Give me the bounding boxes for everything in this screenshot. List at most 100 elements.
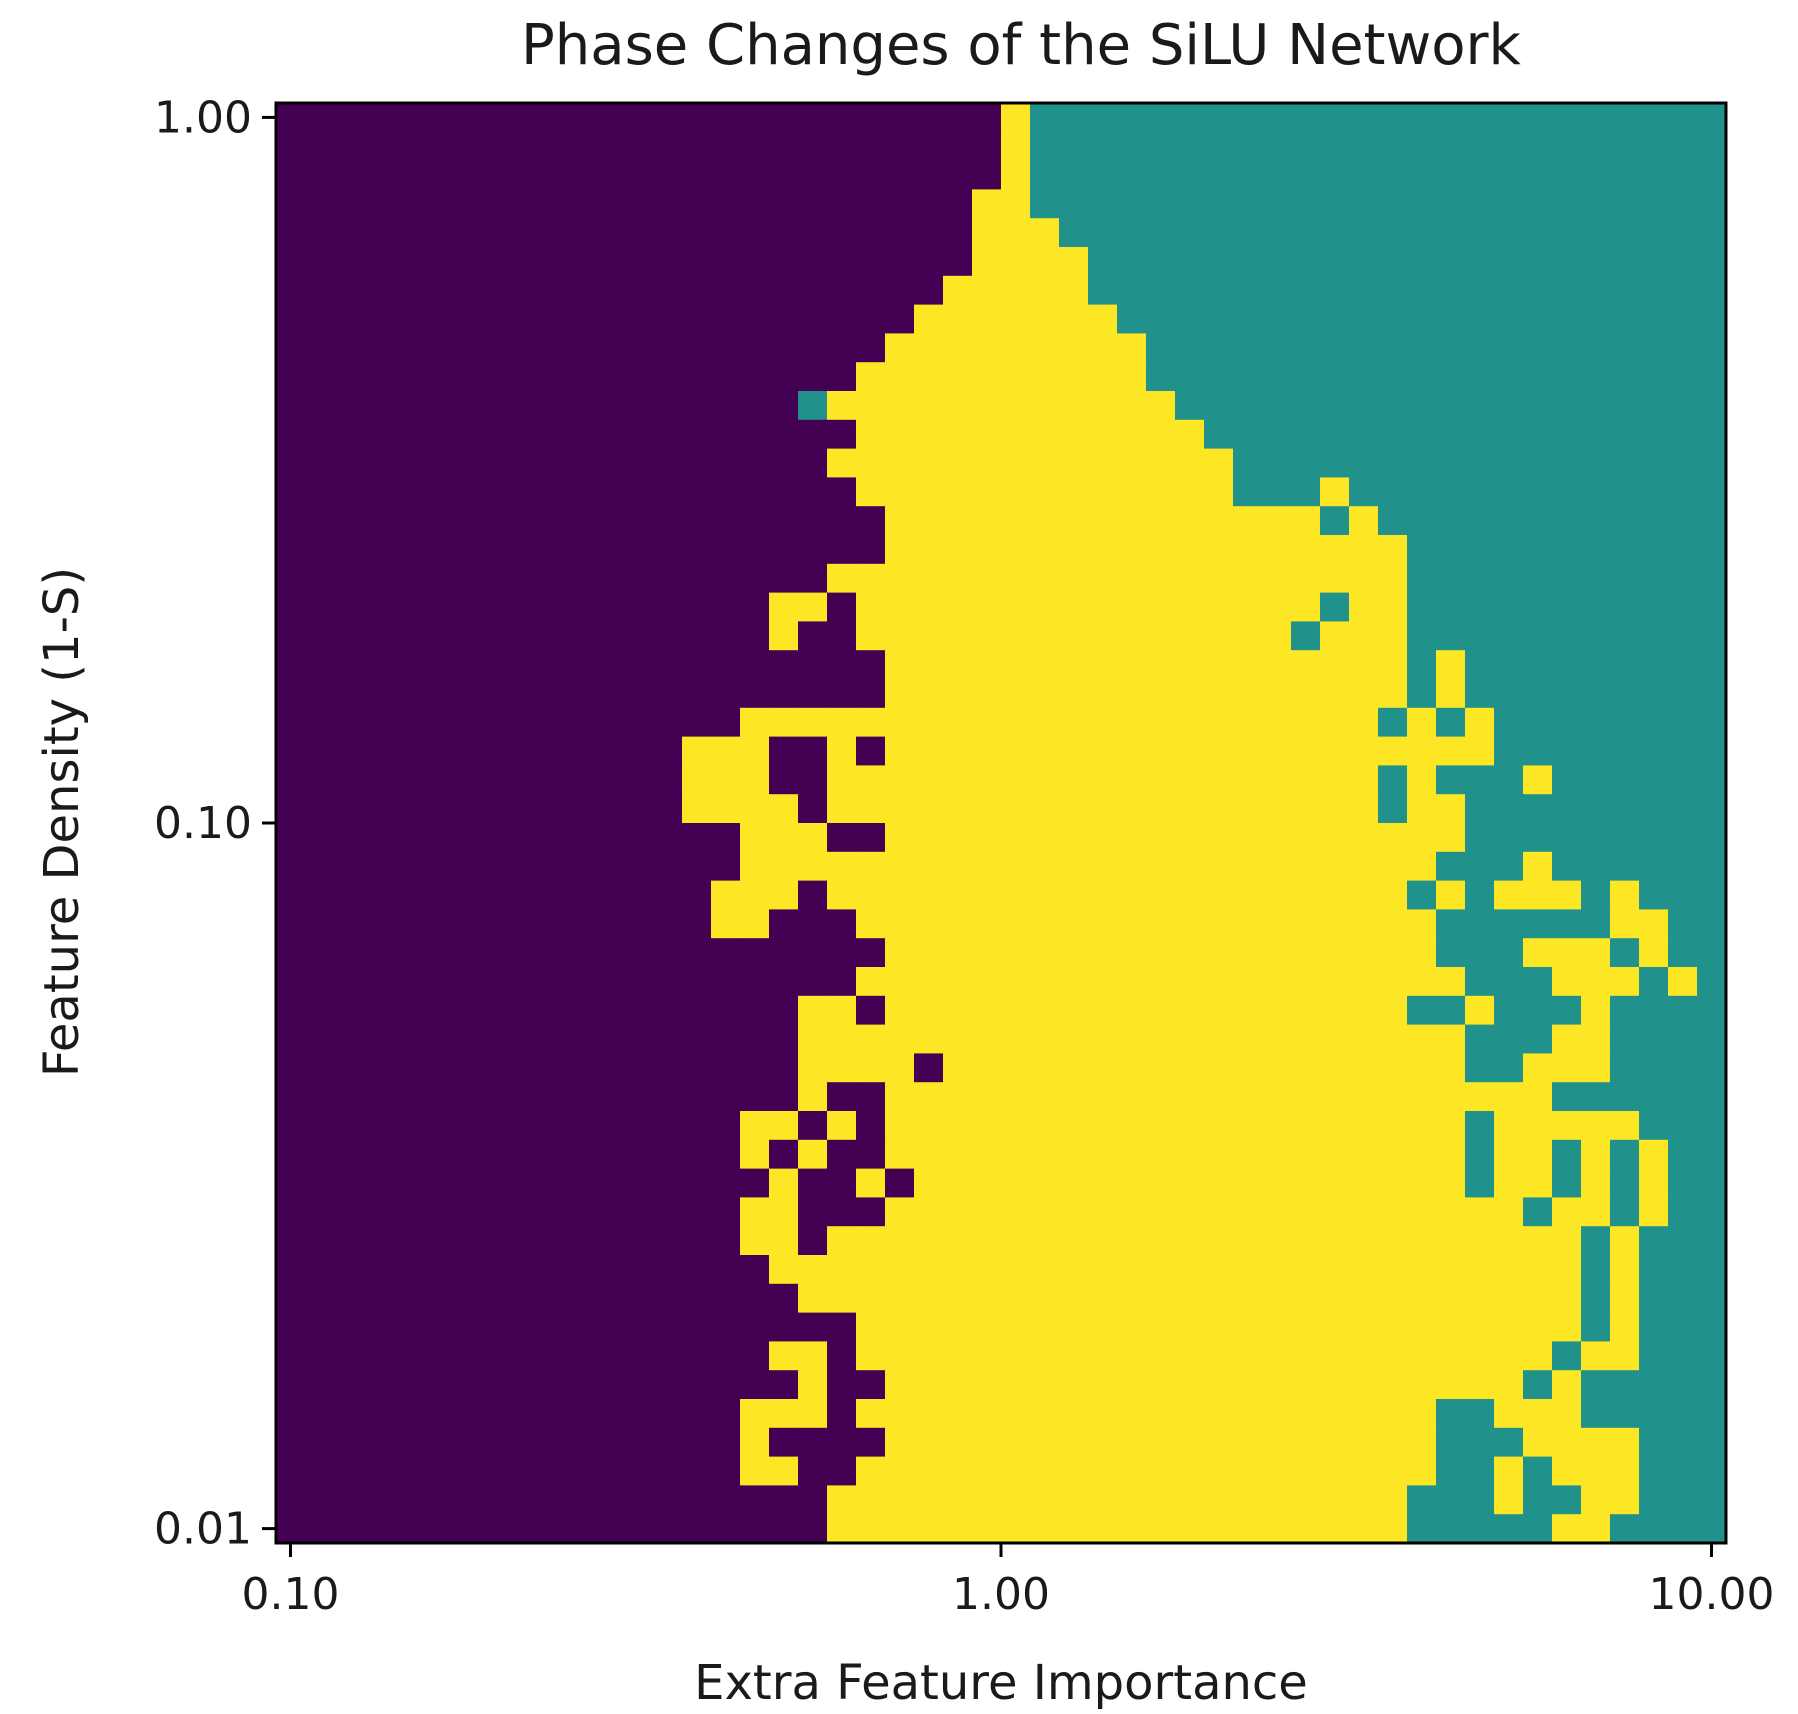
heatmap-cell bbox=[740, 506, 770, 536]
heatmap-cell bbox=[1175, 1312, 1205, 1342]
heatmap-cell bbox=[363, 1456, 393, 1486]
heatmap-cell bbox=[1436, 1024, 1466, 1054]
heatmap-cell bbox=[1523, 160, 1553, 190]
heatmap-cell bbox=[1465, 506, 1495, 536]
heatmap-cell bbox=[1088, 1111, 1118, 1141]
heatmap-cell bbox=[566, 765, 596, 795]
heatmap-cell bbox=[769, 851, 799, 882]
heatmap-cell bbox=[392, 736, 422, 766]
heatmap-cell bbox=[537, 1514, 567, 1544]
heatmap-cell bbox=[1639, 1312, 1669, 1342]
heatmap-cell bbox=[595, 103, 625, 133]
heatmap-cell bbox=[827, 1197, 857, 1227]
heatmap-cell bbox=[537, 1139, 567, 1170]
heatmap-cell bbox=[1610, 967, 1640, 997]
heatmap-cell bbox=[653, 1053, 683, 1083]
heatmap-cell bbox=[334, 563, 364, 594]
heatmap-cell bbox=[363, 995, 393, 1026]
heatmap-cell bbox=[421, 247, 451, 277]
heatmap-cell bbox=[595, 333, 625, 363]
heatmap-cell bbox=[1697, 275, 1727, 306]
heatmap-cell bbox=[1175, 1399, 1205, 1429]
heatmap-cell bbox=[711, 1197, 741, 1227]
heatmap-cell bbox=[740, 1341, 770, 1371]
heatmap-cell bbox=[1407, 535, 1437, 565]
heatmap-cell bbox=[827, 1399, 857, 1429]
heatmap-cell bbox=[856, 823, 886, 853]
heatmap-cell bbox=[1436, 1514, 1466, 1544]
heatmap-cell bbox=[827, 1312, 857, 1342]
heatmap-cell bbox=[1059, 189, 1089, 219]
heatmap-cell bbox=[305, 592, 335, 622]
heatmap-cell bbox=[856, 218, 886, 248]
heatmap-cell bbox=[972, 1168, 1002, 1198]
heatmap-cell bbox=[1262, 650, 1292, 680]
heatmap-cell bbox=[682, 419, 712, 450]
heatmap-cell bbox=[450, 1485, 480, 1515]
heatmap-cell bbox=[334, 448, 364, 478]
heatmap-cell bbox=[1523, 477, 1553, 507]
heatmap-cell bbox=[653, 333, 683, 363]
heatmap-cell bbox=[885, 794, 915, 824]
heatmap-cell bbox=[1407, 448, 1437, 478]
heatmap-cell bbox=[1320, 938, 1350, 968]
heatmap-cell bbox=[943, 851, 973, 882]
heatmap-cell bbox=[392, 880, 422, 910]
heatmap-cell bbox=[1030, 1111, 1060, 1141]
heatmap-cell bbox=[1668, 1456, 1698, 1486]
heatmap-cell bbox=[334, 995, 364, 1026]
heatmap-cell bbox=[1030, 1082, 1060, 1112]
heatmap-cell bbox=[1436, 938, 1466, 968]
heatmap-cell bbox=[914, 160, 944, 190]
heatmap-cell bbox=[450, 477, 480, 507]
heatmap-cell bbox=[943, 679, 973, 709]
heatmap-cell bbox=[1668, 362, 1698, 392]
heatmap-cell bbox=[1494, 362, 1524, 392]
heatmap-cell bbox=[1465, 621, 1495, 651]
heatmap-cell bbox=[1697, 160, 1727, 190]
heatmap-cell bbox=[1610, 1255, 1640, 1285]
heatmap-cell bbox=[914, 247, 944, 277]
heatmap-cell bbox=[1146, 1139, 1176, 1170]
heatmap-cell bbox=[856, 967, 886, 997]
heatmap-cell bbox=[1030, 1197, 1060, 1227]
heatmap-cell bbox=[508, 362, 538, 392]
heatmap-cell bbox=[1233, 160, 1263, 190]
heatmap-cell bbox=[1233, 131, 1263, 162]
heatmap-cell bbox=[798, 1139, 828, 1170]
heatmap-cell bbox=[305, 823, 335, 853]
heatmap-cell bbox=[1581, 103, 1611, 133]
heatmap-cell bbox=[1407, 967, 1437, 997]
heatmap-cell bbox=[856, 304, 886, 334]
heatmap-cell bbox=[856, 1485, 886, 1515]
heatmap-cell bbox=[1146, 736, 1176, 766]
heatmap-cell bbox=[1697, 1427, 1727, 1458]
heatmap-cell bbox=[1697, 851, 1727, 882]
heatmap-cell bbox=[392, 1514, 422, 1544]
heatmap-cell bbox=[1494, 592, 1524, 622]
heatmap-cell bbox=[682, 823, 712, 853]
heatmap-cell bbox=[1262, 160, 1292, 190]
heatmap-cell bbox=[624, 794, 654, 824]
heatmap-cell bbox=[972, 592, 1002, 622]
heatmap-cell bbox=[1088, 1485, 1118, 1515]
heatmap-cell bbox=[537, 1024, 567, 1054]
heatmap-cell bbox=[1552, 621, 1582, 651]
heatmap-cell bbox=[1233, 1168, 1263, 1198]
heatmap-cell bbox=[1088, 448, 1118, 478]
heatmap-cell bbox=[1436, 851, 1466, 882]
heatmap-cell bbox=[595, 1024, 625, 1054]
heatmap-cell bbox=[1146, 650, 1176, 680]
heatmap-cell bbox=[1465, 1082, 1495, 1112]
heatmap-cell bbox=[1552, 823, 1582, 853]
heatmap-cell bbox=[1465, 823, 1495, 853]
heatmap-cell bbox=[798, 851, 828, 882]
heatmap-cell bbox=[1523, 362, 1553, 392]
heatmap-cell bbox=[972, 131, 1002, 162]
heatmap-cell bbox=[1117, 1399, 1147, 1429]
heatmap-cell bbox=[1059, 1226, 1089, 1256]
heatmap-cell bbox=[305, 103, 335, 133]
heatmap-cell bbox=[1320, 1341, 1350, 1371]
heatmap-cell bbox=[1030, 506, 1060, 536]
heatmap-cell bbox=[827, 189, 857, 219]
